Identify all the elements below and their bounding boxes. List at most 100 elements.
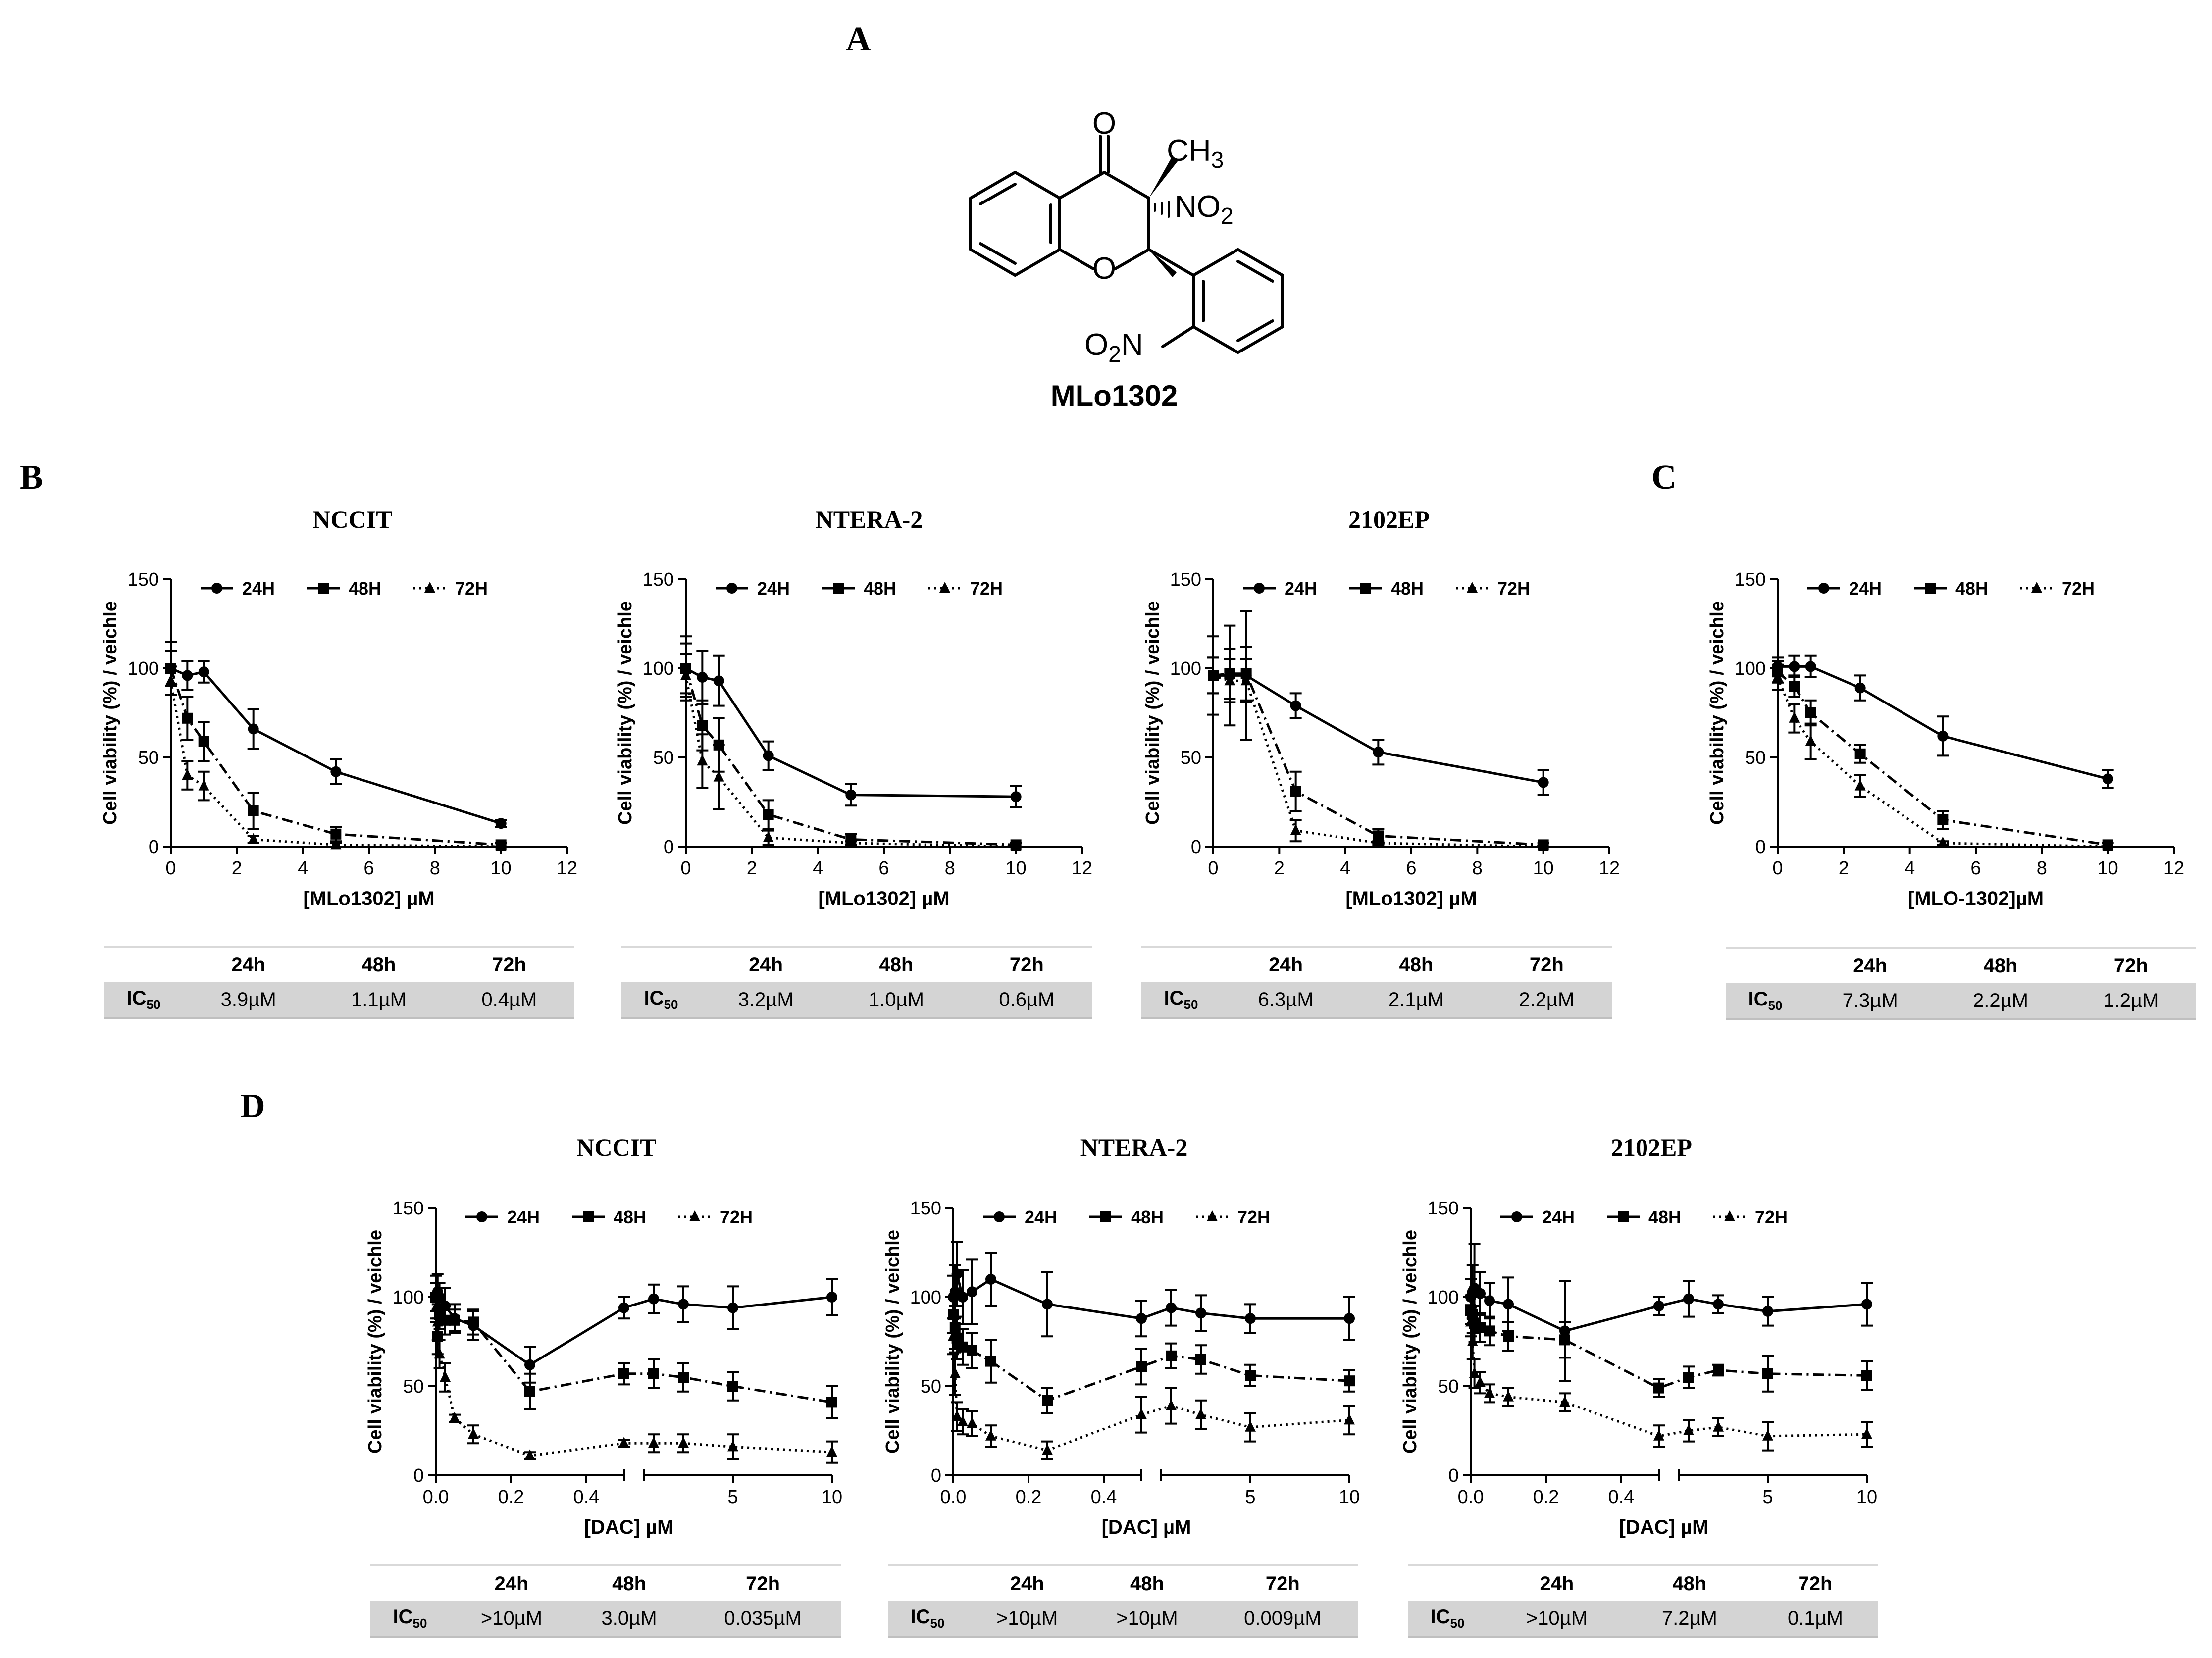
data-point <box>495 818 507 829</box>
data-point <box>985 1356 996 1367</box>
data-point <box>1854 779 1866 791</box>
legend-marker <box>318 583 329 594</box>
ic50-table-d-nccit: 24h 48h 72h IC50 >10µM 3.0µM 0.035µM <box>370 1564 841 1638</box>
data-point <box>1762 1368 1773 1379</box>
atom-o-ring: O <box>1092 251 1116 286</box>
data-point <box>1484 1387 1495 1398</box>
y-tick-label: 150 <box>1170 569 1201 590</box>
y-tick-label: 0 <box>1755 837 1766 857</box>
data-point <box>1653 1382 1664 1394</box>
chemical-structure: O O CH3 NO2 O2N MLo1302 <box>969 106 1284 412</box>
chart-title-d-ntera2: NTERA-2 <box>1080 1133 1188 1161</box>
data-point <box>1683 1293 1694 1305</box>
y-tick-label: 0 <box>1191 837 1201 857</box>
x-tick-label: 10 <box>822 1487 842 1507</box>
data-point <box>1373 830 1384 842</box>
series-line <box>1469 1322 1867 1438</box>
legend-label: 24H <box>507 1207 540 1227</box>
data-point <box>1195 1408 1206 1419</box>
data-point <box>763 831 774 842</box>
x-tick-label: 10 <box>2098 858 2118 879</box>
x-tick-label: 2 <box>232 858 242 879</box>
data-point <box>1861 1428 1872 1439</box>
series-24h <box>1465 1243 1873 1382</box>
legend: 24H 48H 72H <box>983 1207 1270 1227</box>
legend: 24H 48H 72H <box>1807 578 2095 599</box>
legend-label: 72H <box>1497 578 1530 599</box>
data-point <box>1136 1361 1147 1372</box>
data-point <box>1344 1413 1355 1425</box>
y-axis-label: Cell viability (%) / veichle <box>615 601 636 825</box>
data-point <box>1503 1390 1514 1402</box>
data-point <box>330 838 342 850</box>
data-point <box>1290 700 1301 711</box>
y-tick-label: 100 <box>1170 658 1201 679</box>
data-point <box>1805 661 1816 672</box>
data-point <box>1772 671 1783 682</box>
x-tick-label: 8 <box>2037 858 2047 879</box>
data-point <box>1245 1313 1256 1324</box>
data-point <box>713 770 724 782</box>
legend-marker <box>1925 583 1936 594</box>
panel-label-a: A <box>846 20 871 58</box>
legend-marker <box>1207 1210 1218 1221</box>
y-tick-label: 150 <box>1735 569 1766 590</box>
data-point <box>468 1316 479 1328</box>
y-tick-label: 0 <box>664 837 674 857</box>
x-tick-label: 4 <box>1340 858 1350 879</box>
x-tick-label: 8 <box>945 858 955 879</box>
data-point <box>1290 786 1301 797</box>
data-point <box>1503 1299 1514 1310</box>
data-point <box>1166 1302 1177 1313</box>
data-point <box>985 1274 996 1285</box>
series-line <box>169 680 501 848</box>
legend-marker <box>994 1211 1005 1222</box>
x-tick-label: 6 <box>878 858 889 879</box>
data-point <box>678 1372 689 1383</box>
y-tick-label: 100 <box>910 1287 941 1308</box>
atom-o2n: O2N <box>1084 328 1143 367</box>
series-24h <box>680 635 1022 808</box>
data-point <box>1559 1334 1570 1346</box>
data-point <box>678 1299 689 1310</box>
legend-marker <box>583 1211 594 1222</box>
legend-label: 48H <box>1391 578 1424 599</box>
data-point <box>713 675 724 687</box>
series-48h <box>165 650 507 851</box>
x-tick-label: 6 <box>1406 858 1416 879</box>
data-point <box>618 1437 629 1448</box>
data-point <box>330 828 342 840</box>
series-24h <box>165 641 507 829</box>
data-point <box>1854 682 1866 694</box>
x-tick-label: 12 <box>557 858 577 879</box>
x-tick-label: 10 <box>1006 858 1027 879</box>
series-72h <box>430 1292 838 1464</box>
y-axis-label: Cell viability (%) / veichle <box>365 1230 386 1454</box>
data-point <box>1195 1354 1206 1365</box>
data-point <box>1503 1331 1514 1342</box>
legend: 24H 48H 72H <box>1243 578 1530 599</box>
data-point <box>949 1367 961 1378</box>
series-line <box>1213 672 1543 846</box>
series-48h <box>947 1296 1355 1414</box>
y-tick-label: 50 <box>653 748 674 768</box>
ic50-table-b-ntera2: 24h 48h 72h IC50 3.2µM 1.0µM 0.6µM <box>621 946 1092 1019</box>
x-axis-label: [MLo1302] µM <box>303 888 434 909</box>
y-tick-label: 50 <box>921 1376 941 1397</box>
x-tick-label: 0.0 <box>940 1487 967 1507</box>
series-24h <box>1207 610 1549 796</box>
series-line <box>1469 1286 1867 1333</box>
data-point <box>449 1314 460 1326</box>
data-point <box>1789 681 1800 692</box>
legend-marker <box>424 582 435 593</box>
y-axis-label: Cell viability (%) / veichle <box>100 601 121 825</box>
data-point <box>1208 669 1219 680</box>
ic50-table-d-ntera2: 24h 48h 72h IC50 >10µM >10µM 0.009µM <box>888 1564 1358 1638</box>
data-point <box>524 1359 535 1370</box>
data-point <box>1467 1335 1478 1346</box>
data-point <box>1653 1301 1664 1311</box>
legend-marker <box>211 583 222 594</box>
legend-label: 48H <box>864 578 896 599</box>
data-point <box>697 672 708 683</box>
